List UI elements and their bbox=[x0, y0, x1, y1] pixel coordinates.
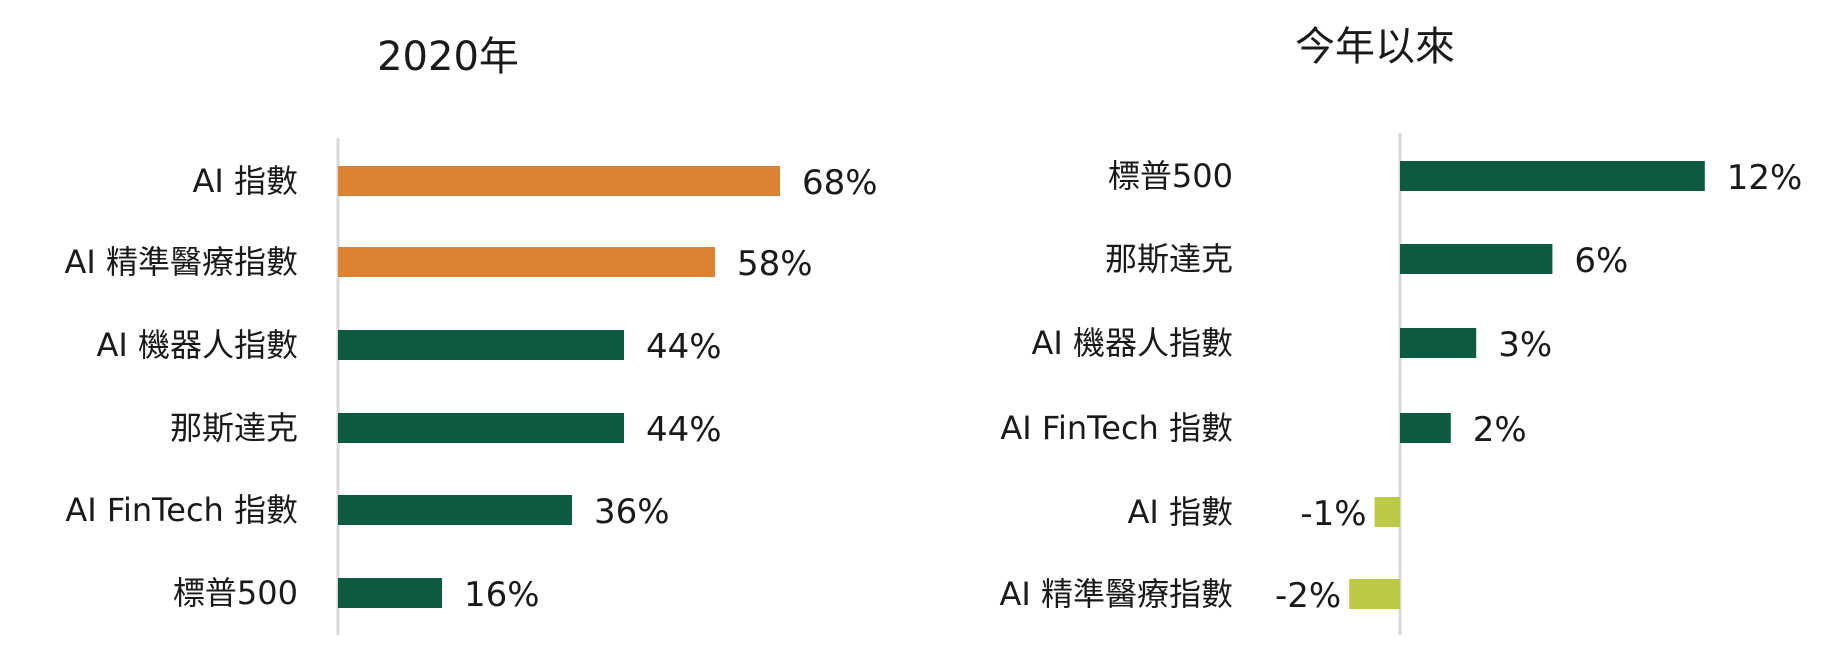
data-label-ytd: 6% bbox=[1574, 241, 1628, 281]
category-label-2020: AI 指數 bbox=[192, 162, 298, 200]
category-label-ytd: AI 機器人指數 bbox=[1031, 324, 1233, 362]
category-label-ytd: AI 精準醫療指數 bbox=[999, 575, 1233, 613]
data-label-ytd: 2% bbox=[1473, 410, 1527, 450]
bar-ytd bbox=[1374, 497, 1400, 527]
bar-2020 bbox=[338, 330, 624, 360]
category-label-2020: 那斯達克 bbox=[170, 409, 298, 447]
data-label-2020: 16% bbox=[464, 575, 540, 615]
category-label-ytd: AI FinTech 指數 bbox=[1000, 409, 1233, 447]
category-label-2020: AI 機器人指數 bbox=[96, 326, 298, 364]
chart-title-2020: 2020年 bbox=[377, 34, 519, 80]
bar-2020 bbox=[338, 247, 715, 277]
chart-title-ytd: 今年以來 bbox=[1295, 24, 1455, 70]
chart-ytd: 標普500 12% 那斯達克 6% AI 機器人指數 3% AI FinTech 指數 2% A… bbox=[999, 133, 1802, 635]
data-label-2020: 44% bbox=[646, 327, 722, 367]
bar-ytd bbox=[1400, 161, 1705, 191]
category-label-2020: AI FinTech 指數 bbox=[65, 491, 298, 529]
chart-2020: AI 指數 68% AI 精準醫療指數 58% AI 機器人指數 44% 那斯達克 44% AI… bbox=[64, 138, 878, 635]
category-label-2020: 標普500 bbox=[173, 574, 298, 612]
category-label-ytd: 那斯達克 bbox=[1105, 240, 1233, 278]
bar-ytd bbox=[1349, 579, 1400, 609]
category-label-ytd: AI 指數 bbox=[1127, 493, 1233, 531]
bar-ytd bbox=[1400, 244, 1553, 274]
category-label-ytd: 標普500 bbox=[1108, 157, 1233, 195]
bar-2020 bbox=[338, 413, 624, 443]
data-label-ytd: -2% bbox=[1275, 576, 1341, 616]
bar-2020 bbox=[338, 166, 780, 196]
bar-2020 bbox=[338, 578, 442, 608]
data-label-2020: 68% bbox=[802, 163, 878, 203]
data-label-ytd: 3% bbox=[1498, 325, 1552, 365]
data-label-2020: 36% bbox=[594, 492, 670, 532]
data-label-ytd: 12% bbox=[1727, 158, 1803, 198]
data-label-ytd: -1% bbox=[1300, 494, 1366, 534]
bar-ytd bbox=[1400, 413, 1451, 443]
bar-ytd bbox=[1400, 328, 1477, 358]
bar-2020 bbox=[338, 495, 572, 525]
category-label-2020: AI 精準醫療指數 bbox=[64, 243, 298, 281]
data-label-2020: 44% bbox=[646, 410, 722, 450]
data-label-2020: 58% bbox=[737, 244, 813, 284]
